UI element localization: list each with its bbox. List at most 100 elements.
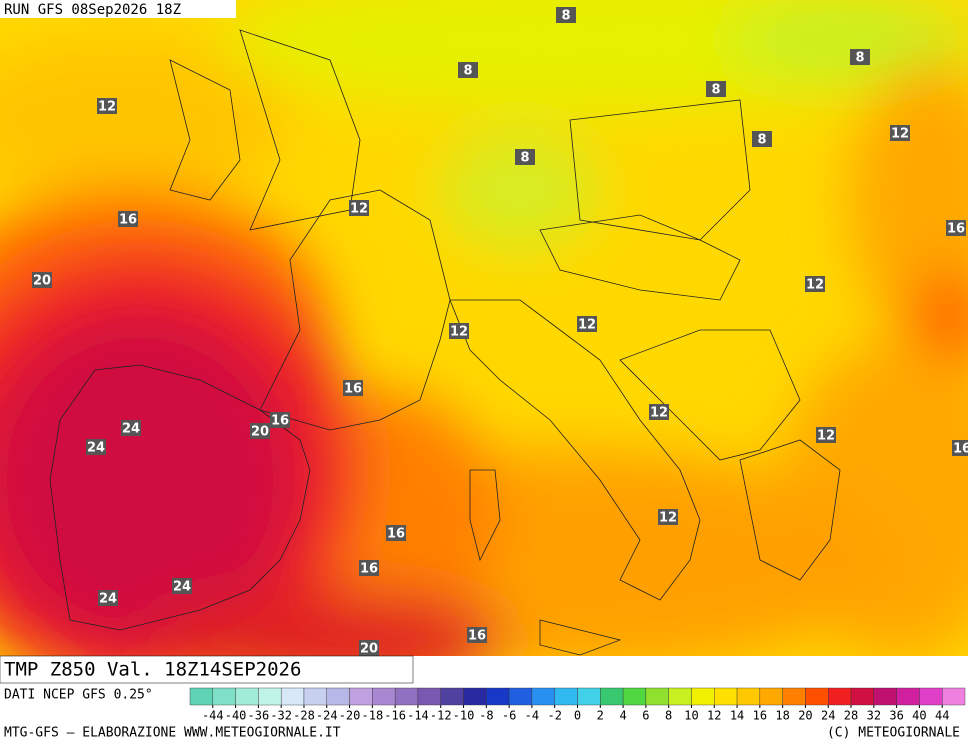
colorbar-swatch <box>212 687 236 706</box>
contour-label: 12 <box>659 511 677 526</box>
colorbar-tick-label: 24 <box>821 709 835 723</box>
contour-label-box <box>98 590 118 606</box>
contour-label-box <box>386 525 406 541</box>
colorbar-tick-label: 6 <box>642 709 649 723</box>
colorbar-swatch <box>258 687 282 706</box>
contour-label: 16 <box>468 629 486 644</box>
source: DATI NCEP GFS 0.25° <box>4 688 153 703</box>
colorbar-tick-label: 10 <box>684 709 698 723</box>
colorbar-swatch <box>736 687 761 706</box>
contour-label: 12 <box>817 429 835 444</box>
borders <box>49 29 841 656</box>
contour-label-box <box>86 439 106 455</box>
colorbar-tick-label: -14 <box>407 709 429 723</box>
contour-label-box <box>172 578 192 594</box>
contour-label-box <box>458 62 478 78</box>
title: TMP Z850 Val. 18Z14SEP2026 <box>4 659 301 681</box>
colorbar-tick-label: -4 <box>525 709 539 723</box>
colorbar-swatch <box>850 687 875 706</box>
colorbar-swatch <box>349 687 373 706</box>
contour-label: 16 <box>387 527 405 542</box>
colorbar-tick-label: 8 <box>665 709 672 723</box>
colorbar-swatch <box>577 687 601 706</box>
colorbar-tick-label: 40 <box>912 709 926 723</box>
colorbar-tick-label: 36 <box>889 709 903 723</box>
contour-label-box <box>816 427 836 443</box>
contour-label-box <box>32 272 52 288</box>
colorbar-swatch <box>326 687 350 706</box>
colorbar-tick-label: -18 <box>362 709 384 723</box>
contour-label: 12 <box>578 318 596 333</box>
contour-label-box <box>250 423 270 439</box>
colorbar-swatch <box>759 687 783 706</box>
colorbar-swatch <box>691 687 715 706</box>
colorbar-tick-label: 16 <box>753 709 767 723</box>
colorbar-tick-label: 20 <box>798 709 812 723</box>
contour-label: 16 <box>271 414 289 429</box>
colorbar-swatch <box>600 687 624 706</box>
colorbar-swatch <box>873 687 897 706</box>
colorbar-swatch <box>372 687 396 706</box>
colorbar-tick-label: -10 <box>453 709 475 723</box>
contour-label: 12 <box>650 406 668 421</box>
colorbar-tick-label: 18 <box>775 709 789 723</box>
colorbar-tick-label: -2 <box>547 709 561 723</box>
contour-label-box <box>97 98 117 114</box>
colorbar-swatch <box>189 687 213 706</box>
contour-label: 20 <box>33 274 51 289</box>
colorbar-tick-label: -36 <box>248 709 270 723</box>
contour-label-box <box>270 412 290 428</box>
colorbar-tick-label: 2 <box>597 709 604 723</box>
colorbar-swatch <box>463 687 487 706</box>
colorbar-swatch <box>394 687 419 706</box>
colorbar-swatch <box>668 687 692 706</box>
contour-label: 16 <box>344 382 362 397</box>
contour-label: 20 <box>360 642 378 657</box>
contour-label: 16 <box>953 442 968 457</box>
colorbar-swatch <box>303 687 327 706</box>
contour-label-box <box>467 627 487 643</box>
colorbar-swatch <box>508 687 533 706</box>
temperature-field <box>0 0 968 690</box>
colorbar-tick-label: -6 <box>502 709 516 723</box>
run-label: RUN GFS 08Sep2026 18Z <box>4 2 181 18</box>
contour-label: 24 <box>122 422 140 437</box>
colorbar-swatch <box>486 687 510 706</box>
contour-label-box <box>658 509 678 525</box>
colorbar-tick-label: -8 <box>479 709 493 723</box>
colorbar-tick-label: 28 <box>844 709 858 723</box>
colorbar-tick-label: 0 <box>574 709 581 723</box>
colorbar-tick-label: -40 <box>225 709 247 723</box>
contour-label-box <box>752 131 772 147</box>
colorbar-tick-label: 32 <box>867 709 881 723</box>
colorbar-swatch <box>645 687 669 706</box>
colorbar-tick-label: -20 <box>339 709 361 723</box>
contour-label-box <box>118 211 138 227</box>
contour-label-box <box>556 7 576 23</box>
contour-label: 8 <box>757 133 766 148</box>
colorbar-swatch <box>714 687 738 706</box>
footer-left: MTG-GFS — ELABORAZIONE WWW.METEOGIORNALE… <box>4 726 341 741</box>
contour-label: 8 <box>463 64 472 79</box>
contour-label-box <box>577 316 597 332</box>
contour-label: 8 <box>561 9 570 24</box>
contour-label: 16 <box>360 562 378 577</box>
colorbar-tick-label: -12 <box>430 709 452 723</box>
contour-label: 24 <box>99 592 117 607</box>
colorbar-swatch <box>896 687 920 706</box>
colorbar-swatch <box>235 687 259 706</box>
contour-label-box <box>359 560 379 576</box>
colorbar-swatch <box>554 687 578 706</box>
contour-label: 24 <box>173 580 191 595</box>
contour-label-box <box>649 404 669 420</box>
contour-label: 12 <box>350 202 368 217</box>
colorbar-tick-label: 14 <box>730 709 744 723</box>
colorbar-swatch <box>622 687 647 706</box>
contour-label-box <box>805 276 825 292</box>
contour-label: 12 <box>891 127 909 142</box>
contour-label-box <box>952 440 968 456</box>
colorbar-swatch <box>531 687 555 706</box>
contour-label: 12 <box>98 100 116 115</box>
